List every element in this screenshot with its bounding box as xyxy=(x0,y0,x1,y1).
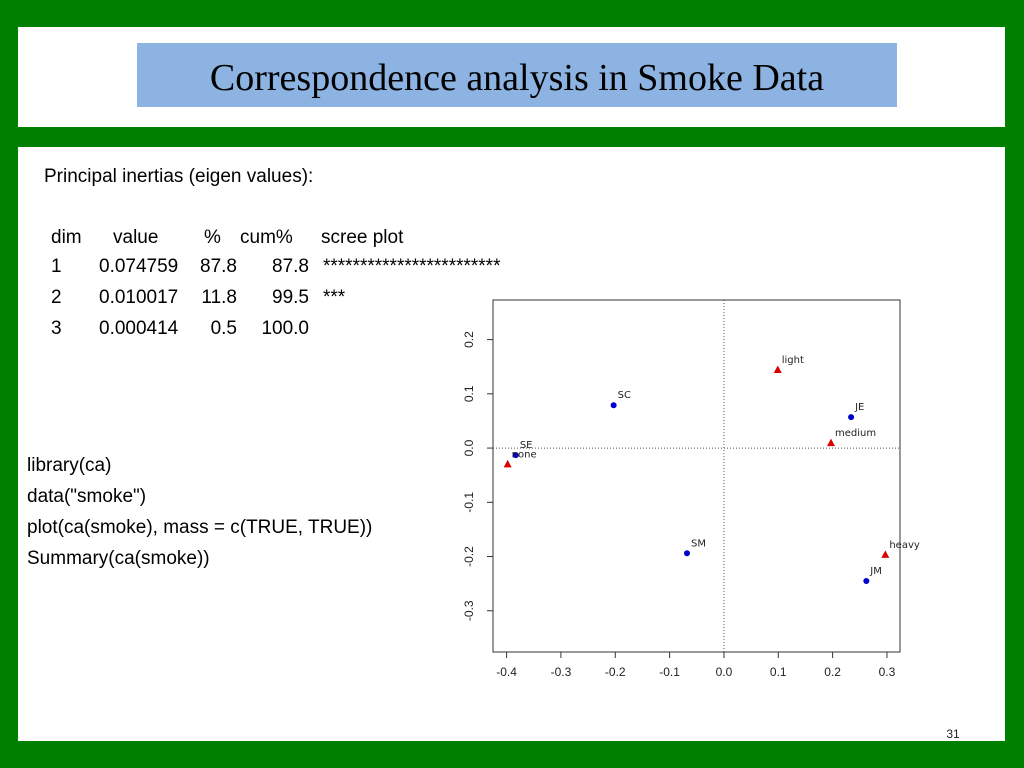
table-cell: 0.000414 xyxy=(99,318,179,339)
point-label: SM xyxy=(691,538,706,549)
table-header: dim xyxy=(51,227,82,248)
point-label: JE xyxy=(854,402,864,413)
x-tick-label: 0.1 xyxy=(770,665,787,679)
table-header: cum% xyxy=(240,227,293,248)
plot-frame xyxy=(492,299,901,653)
point xyxy=(512,452,519,459)
table-cell: ************************ xyxy=(323,256,501,277)
point-label: medium xyxy=(835,428,876,439)
code-line: Summary(ca(smoke)) xyxy=(27,548,210,569)
table-cell: 3 xyxy=(51,318,62,339)
point-label: heavy xyxy=(889,540,920,551)
y-tick-label: 0.0 xyxy=(462,439,476,456)
table-header: value xyxy=(113,227,158,248)
chart: -0.4 -0.3 -0.2 -0.1 0.0 0.1 0.2 0.3 -0.3 -0.2 -0.1… xyxy=(462,299,920,679)
code-line: plot(ca(smoke), mass = c(TRUE, TRUE)) xyxy=(27,517,372,538)
point xyxy=(881,550,890,558)
table-cell: 87.8 xyxy=(200,256,237,277)
y-tick-label: 0.2 xyxy=(462,331,476,348)
x-tick-label: 0.2 xyxy=(824,665,841,679)
inertia-heading: Principal inertias (eigen values): xyxy=(44,166,313,187)
point-label: SC xyxy=(618,390,631,401)
point xyxy=(610,402,617,409)
point-label: SE xyxy=(520,440,533,451)
table-cell: 0.010017 xyxy=(99,287,178,308)
table-cell: 100.0 xyxy=(261,318,309,339)
y-tick-label: -0.3 xyxy=(462,600,476,621)
point xyxy=(826,438,835,447)
x-tick-label: -0.3 xyxy=(551,665,572,679)
page-number: 31 xyxy=(946,727,960,741)
table-header: % xyxy=(204,227,221,248)
point xyxy=(773,365,782,373)
table-cell: 0.5 xyxy=(211,318,237,339)
slide-title: Correspondence analysis in Smoke Data xyxy=(210,57,824,99)
x-tick-label: 0.0 xyxy=(716,665,733,679)
table-cell: *** xyxy=(323,287,346,308)
table-header: scree plot xyxy=(321,227,404,248)
table-cell: 99.5 xyxy=(272,287,309,308)
x-tick-label: 0.3 xyxy=(879,665,896,679)
point xyxy=(503,459,512,468)
x-tick-label: -0.1 xyxy=(659,665,680,679)
title-box xyxy=(137,43,897,107)
table-cell: 11.8 xyxy=(201,287,237,308)
content-panel xyxy=(18,147,1005,741)
x-tick-label: -0.4 xyxy=(496,665,517,679)
x-tick-label: -0.2 xyxy=(605,665,626,679)
point xyxy=(683,550,690,557)
table-cell: 1 xyxy=(51,256,62,277)
point xyxy=(863,577,870,584)
y-tick-label: 0.1 xyxy=(462,385,476,402)
point-label: JM xyxy=(869,566,882,577)
table-cell: 2 xyxy=(51,287,62,308)
table-cell: 0.074759 xyxy=(99,256,178,277)
code-line: data("smoke") xyxy=(27,486,146,507)
point xyxy=(848,414,855,421)
code-line: library(ca) xyxy=(27,455,111,476)
table-cell: 87.8 xyxy=(272,256,309,277)
point-label: light xyxy=(782,355,804,366)
point-label: none xyxy=(512,449,537,460)
y-tick-label: -0.2 xyxy=(462,546,476,567)
y-tick-label: -0.1 xyxy=(462,492,476,513)
